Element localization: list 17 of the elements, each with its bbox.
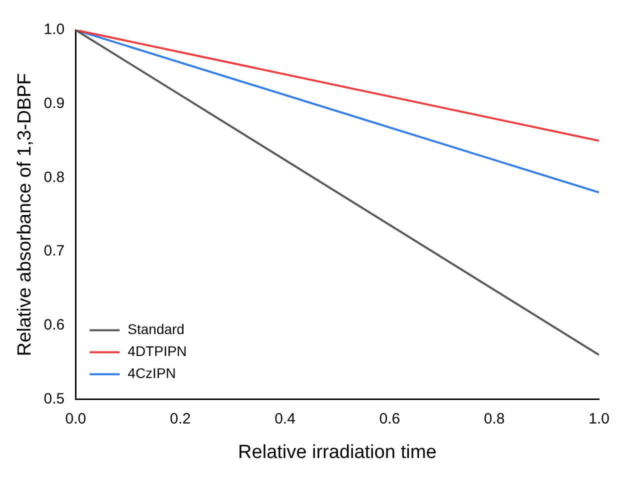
legend-label: 4CzIPN <box>128 365 176 382</box>
x-tick-label: 0.4 <box>274 410 296 428</box>
y-tick-label: 1.0 <box>44 21 65 38</box>
x-tick-label: 0.2 <box>170 410 191 428</box>
x-tick-label: 0.8 <box>484 410 505 428</box>
y-tick-label: 0.7 <box>44 242 65 260</box>
x-tick-label: 0.6 <box>379 410 400 428</box>
y-tick-label: 0.8 <box>44 168 65 186</box>
legend-label: Standard <box>128 321 184 338</box>
x-tick-label: 1.0 <box>588 410 610 428</box>
x-axis-title: Relative irradiation time <box>238 442 437 463</box>
x-tick-label: 0.0 <box>65 410 86 428</box>
y-tick-label: 0.5 <box>44 390 65 408</box>
legend-label: 4DTPIPN <box>128 343 187 360</box>
y-axis-title: Relative absorbance of 1,3-DBPF <box>14 73 36 356</box>
y-tick-label: 0.6 <box>44 316 65 334</box>
y-tick-label: 0.9 <box>44 94 65 112</box>
